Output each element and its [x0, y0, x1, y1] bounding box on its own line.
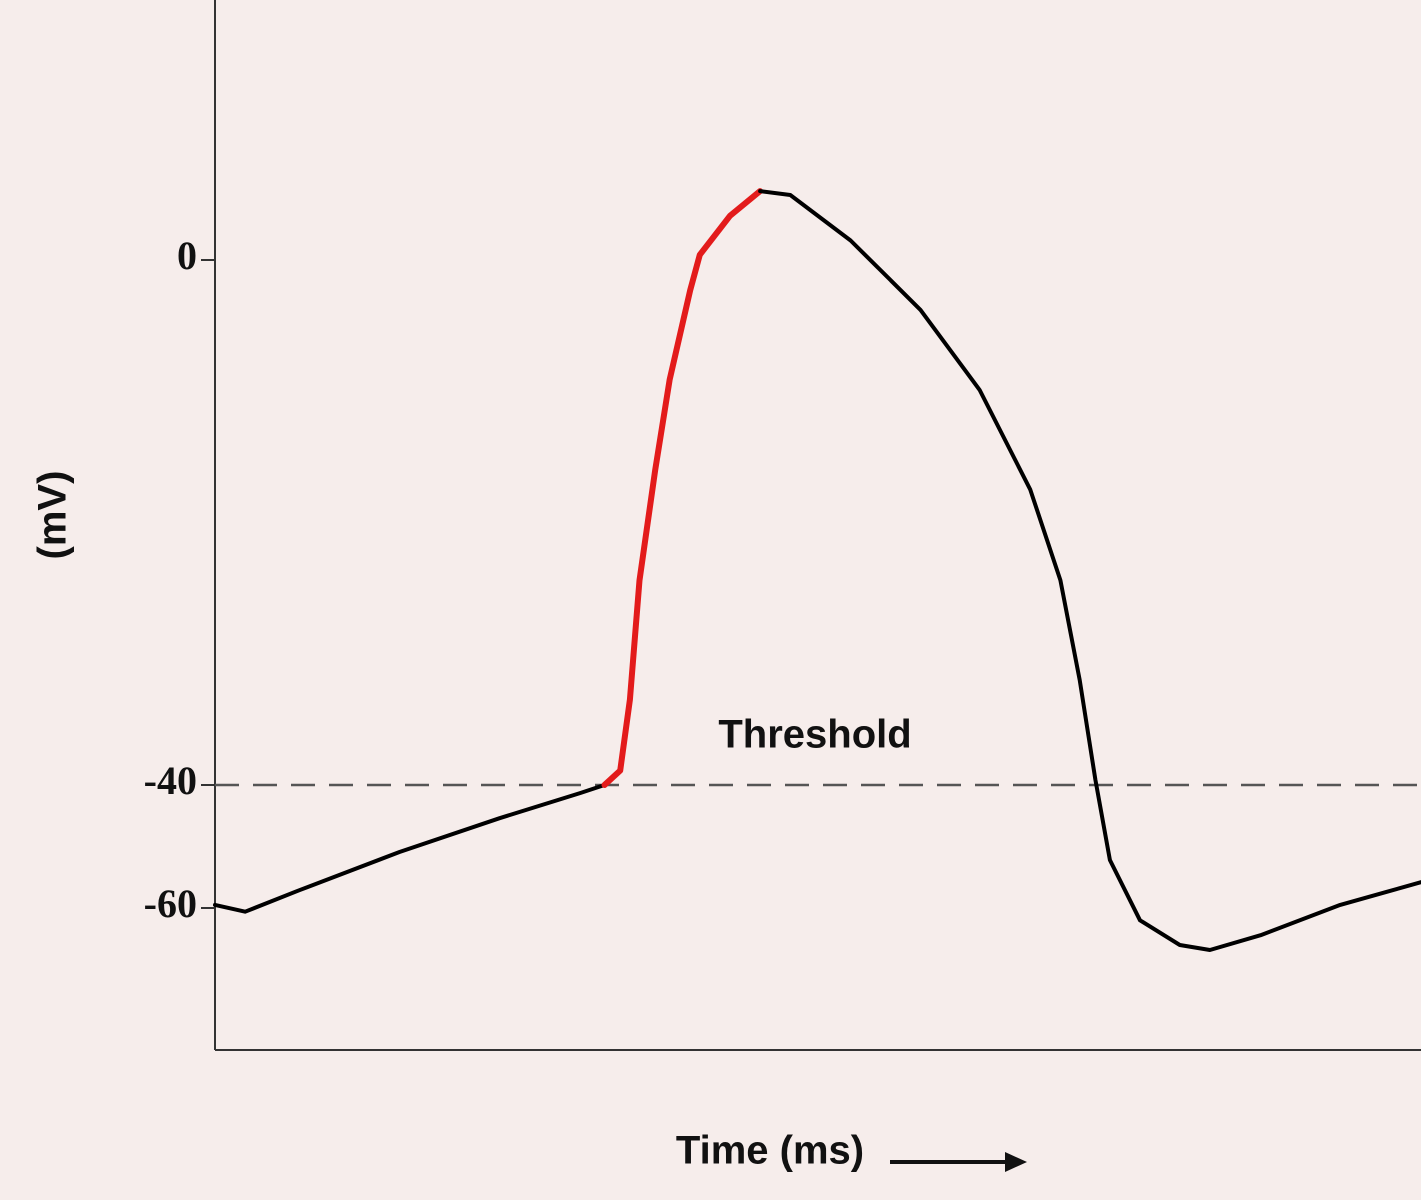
- y-axis-label: (mV): [31, 471, 75, 560]
- threshold-label: Threshold: [718, 713, 911, 757]
- series-line: [213, 783, 607, 914]
- y-tick-label: -60: [144, 881, 197, 926]
- y-tick-label: 0: [177, 233, 197, 278]
- y-tick-label: -40: [144, 758, 197, 803]
- series-line: [601, 188, 764, 788]
- series-line: [758, 189, 1421, 952]
- x-axis-label: Time (ms): [676, 1129, 864, 1173]
- time-arrow: [890, 1152, 1027, 1172]
